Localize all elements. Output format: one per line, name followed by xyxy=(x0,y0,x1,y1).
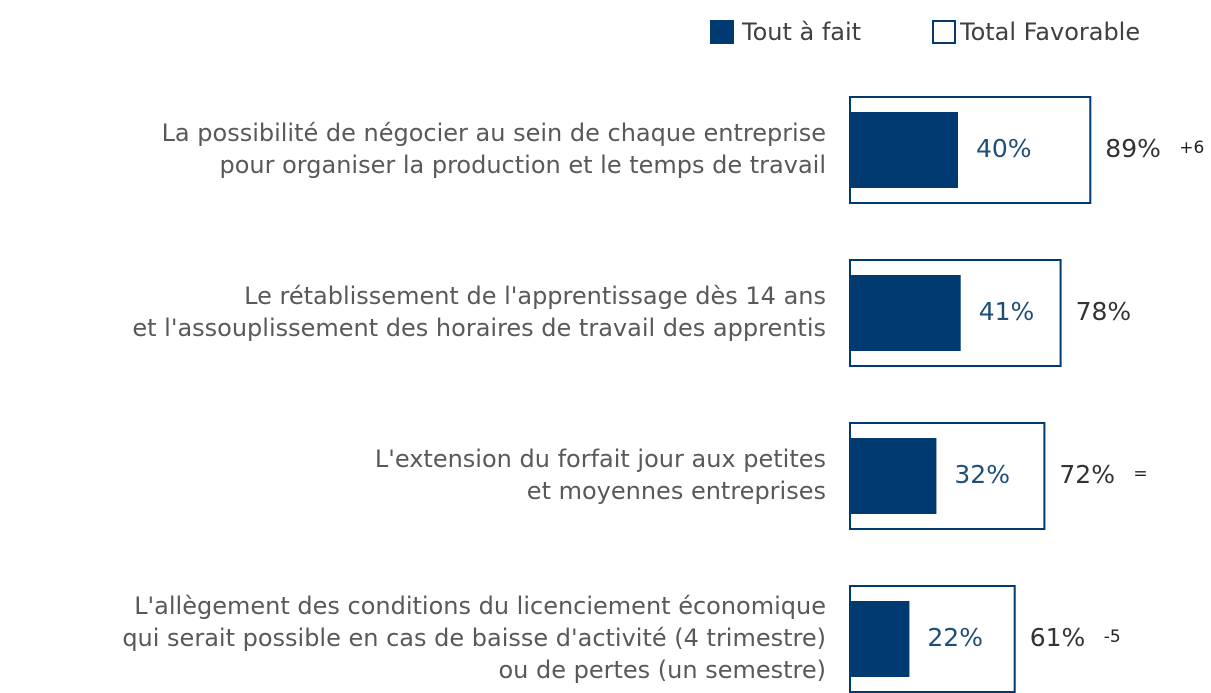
value-label: 32% xyxy=(954,460,1010,489)
bar xyxy=(850,112,958,188)
legend-swatch xyxy=(710,20,734,44)
legend-label: Tout à fait xyxy=(741,18,861,46)
category-label: qui serait possible en cas de baisse d'a… xyxy=(122,624,826,652)
category-label: pour organiser la production et le temps… xyxy=(220,151,827,179)
legend-label: Total Favorable xyxy=(959,18,1140,46)
category-label: et moyennes entreprises xyxy=(527,477,826,505)
category-label: Le rétablissement de l'apprentissage dès… xyxy=(244,282,826,310)
bar xyxy=(850,601,910,677)
annotation: +6 xyxy=(1179,138,1204,158)
annotation: -5 xyxy=(1104,627,1121,647)
category-label: La possibilité de négocier au sein de ch… xyxy=(162,119,826,147)
legend-swatch xyxy=(932,20,956,44)
value-label: 78% xyxy=(1076,297,1132,326)
value-label: 72% xyxy=(1059,460,1115,489)
value-label: 40% xyxy=(976,134,1032,163)
category-label: et l'assouplissement des horaires de tra… xyxy=(132,314,826,342)
value-label: 22% xyxy=(927,623,983,652)
category-label: ou de pertes (un semestre) xyxy=(498,656,826,684)
value-label: 61% xyxy=(1030,623,1086,652)
bar xyxy=(850,275,961,351)
value-label: 89% xyxy=(1105,134,1161,163)
category-label: L'extension du forfait jour aux petites xyxy=(375,445,826,473)
annotation: = xyxy=(1133,464,1147,484)
value-label: 41% xyxy=(979,297,1035,326)
category-label: L'allègement des conditions du licenciem… xyxy=(134,592,826,620)
bar xyxy=(850,438,937,514)
